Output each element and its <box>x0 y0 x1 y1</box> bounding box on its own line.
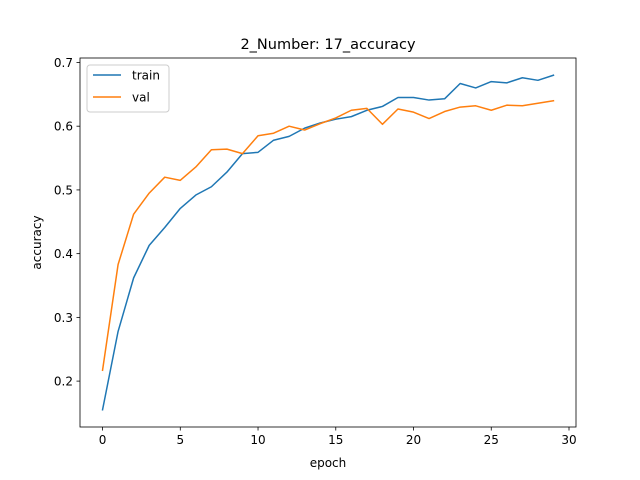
x-tick-label: 10 <box>250 433 265 447</box>
x-tick-label: 5 <box>176 433 184 447</box>
plot-area <box>80 58 576 427</box>
x-tick-label: 30 <box>561 433 576 447</box>
axes-background <box>80 58 576 427</box>
x-axis-ticks: 0 5 10 15 20 25 30 <box>99 427 577 447</box>
y-axis-label: accuracy <box>30 215 44 269</box>
series-line-val <box>101 99 555 372</box>
legend: train val <box>86 64 170 113</box>
y-tick-label: 0.3 <box>54 311 73 325</box>
y-tick-label: 0.4 <box>54 247 73 261</box>
x-tick-label: 25 <box>484 433 499 447</box>
legend-box <box>86 64 170 113</box>
x-tick-label: 15 <box>328 433 343 447</box>
axes-frame <box>79 57 577 428</box>
legend-label-train: train <box>132 69 160 83</box>
x-axis-label: epoch <box>310 456 347 470</box>
chart-title: 2_Number: 17_accuracy <box>240 37 416 53</box>
y-tick-label: 0.5 <box>54 183 73 197</box>
legend-label-val: val <box>132 91 150 105</box>
x-tick-label: 0 <box>99 433 107 447</box>
x-tick-label: 20 <box>406 433 421 447</box>
series-layer <box>101 74 555 411</box>
y-tick-label: 0.6 <box>54 120 73 134</box>
y-tick-label: 0.7 <box>54 56 73 70</box>
y-tick-label: 0.2 <box>54 375 73 389</box>
y-axis-ticks: 0.2 0.3 0.4 0.5 0.6 0.7 <box>54 56 80 389</box>
